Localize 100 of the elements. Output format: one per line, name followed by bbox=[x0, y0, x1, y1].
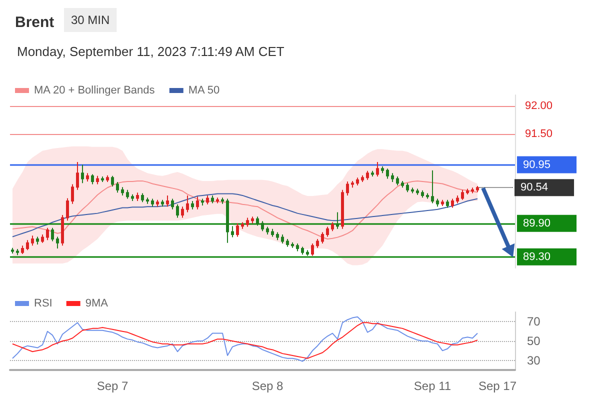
candlestick bbox=[406, 182, 409, 193]
candlestick bbox=[441, 199, 444, 207]
candlestick bbox=[366, 170, 369, 180]
candlestick bbox=[296, 242, 299, 252]
legend-label: MA 50 bbox=[188, 84, 220, 96]
candlestick bbox=[11, 247, 14, 254]
candlestick bbox=[136, 192, 139, 202]
y-tick-label: 92.00 bbox=[525, 100, 553, 112]
candlestick bbox=[271, 228, 274, 238]
candlestick bbox=[476, 185, 479, 193]
candlestick bbox=[451, 198, 454, 208]
ref-line-label: 90.95 bbox=[523, 158, 551, 171]
candlestick bbox=[436, 198, 439, 208]
candlestick bbox=[461, 189, 464, 200]
candlestick bbox=[446, 199, 449, 208]
candlestick bbox=[401, 180, 404, 188]
candlestick bbox=[201, 198, 204, 206]
candlestick bbox=[176, 204, 179, 218]
candlestick bbox=[116, 182, 119, 194]
candlestick bbox=[131, 194, 134, 202]
candlestick bbox=[171, 198, 174, 210]
legend-label: MA 20 + Bollinger Bands bbox=[34, 84, 156, 96]
legend-label: 9MA bbox=[85, 298, 109, 310]
candlestick bbox=[246, 217, 249, 228]
candlestick bbox=[471, 187, 474, 194]
candlestick bbox=[36, 236, 39, 246]
candlestick bbox=[281, 234, 284, 244]
candlestick bbox=[106, 174, 109, 183]
candlestick bbox=[91, 174, 94, 185]
candlestick bbox=[291, 242, 294, 248]
x-tick-label: Sep 17 bbox=[478, 379, 517, 393]
candlestick bbox=[286, 238, 289, 248]
candlestick bbox=[21, 245, 24, 255]
candlestick bbox=[306, 250, 309, 256]
candlestick bbox=[76, 161, 79, 190]
candlestick bbox=[161, 199, 164, 208]
y-tick-label: 30 bbox=[527, 353, 541, 368]
candlestick bbox=[61, 214, 64, 246]
candlestick bbox=[126, 189, 129, 200]
line-series bbox=[12, 180, 478, 240]
line-series bbox=[12, 193, 478, 238]
candlestick bbox=[96, 175, 99, 185]
candlestick bbox=[81, 164, 84, 184]
candlestick bbox=[431, 170, 434, 204]
candlestick bbox=[236, 222, 239, 238]
line-series bbox=[12, 316, 478, 362]
candlestick bbox=[266, 226, 269, 236]
candlestick bbox=[101, 176, 104, 183]
candlestick bbox=[316, 238, 319, 248]
legend-label: RSI bbox=[34, 298, 52, 310]
candlestick bbox=[346, 181, 349, 196]
candlestick bbox=[216, 197, 219, 204]
candlestick bbox=[26, 240, 29, 251]
candlestick bbox=[186, 194, 189, 213]
candlestick bbox=[326, 226, 329, 238]
candlestick bbox=[411, 187, 414, 194]
candlestick bbox=[191, 200, 194, 210]
candlestick bbox=[16, 248, 19, 256]
candlestick bbox=[356, 177, 359, 186]
candlestick bbox=[31, 235, 34, 246]
candlestick bbox=[466, 188, 469, 195]
x-tick-label: Sep 11 bbox=[414, 379, 452, 393]
candlestick bbox=[341, 189, 344, 230]
candlestick bbox=[51, 227, 54, 242]
ref-line-label: 89.90 bbox=[523, 217, 551, 230]
candlestick bbox=[56, 236, 59, 249]
candlestick bbox=[146, 197, 149, 204]
candlestick bbox=[376, 161, 379, 177]
candlestick bbox=[421, 190, 424, 198]
candlestick bbox=[276, 232, 279, 241]
candlestick bbox=[426, 192, 429, 200]
candlestick bbox=[196, 196, 199, 210]
candlestick bbox=[206, 194, 209, 205]
y-tick-label: 50 bbox=[527, 334, 541, 348]
candlestick bbox=[66, 198, 69, 222]
candlestick bbox=[41, 234, 44, 244]
candlestick bbox=[301, 246, 304, 256]
candlestick bbox=[416, 188, 419, 196]
y-tick-label: 70 bbox=[527, 314, 541, 329]
candlestick bbox=[141, 192, 144, 203]
candlestick bbox=[211, 194, 214, 204]
candlestick bbox=[321, 232, 324, 244]
candlestick bbox=[351, 180, 354, 188]
candlestick bbox=[241, 222, 244, 230]
candlestick bbox=[226, 198, 229, 244]
ref-line-label: 89.30 bbox=[523, 250, 551, 263]
candlestick bbox=[251, 216, 254, 224]
candlestick bbox=[361, 174, 364, 183]
candlestick bbox=[456, 194, 459, 204]
candlestick bbox=[111, 175, 114, 188]
y-tick-label: 91.50 bbox=[525, 128, 553, 140]
candlestick bbox=[311, 242, 314, 256]
line-series bbox=[12, 322, 478, 359]
candlestick bbox=[381, 166, 384, 174]
candlestick bbox=[71, 184, 74, 204]
candlestick bbox=[166, 194, 169, 208]
candlestick bbox=[181, 206, 184, 218]
candlestick bbox=[156, 199, 159, 208]
candlestick bbox=[221, 197, 224, 204]
chart-subtitle: Monday, September 11, 2023 7:11:49 AM CET bbox=[17, 44, 284, 59]
